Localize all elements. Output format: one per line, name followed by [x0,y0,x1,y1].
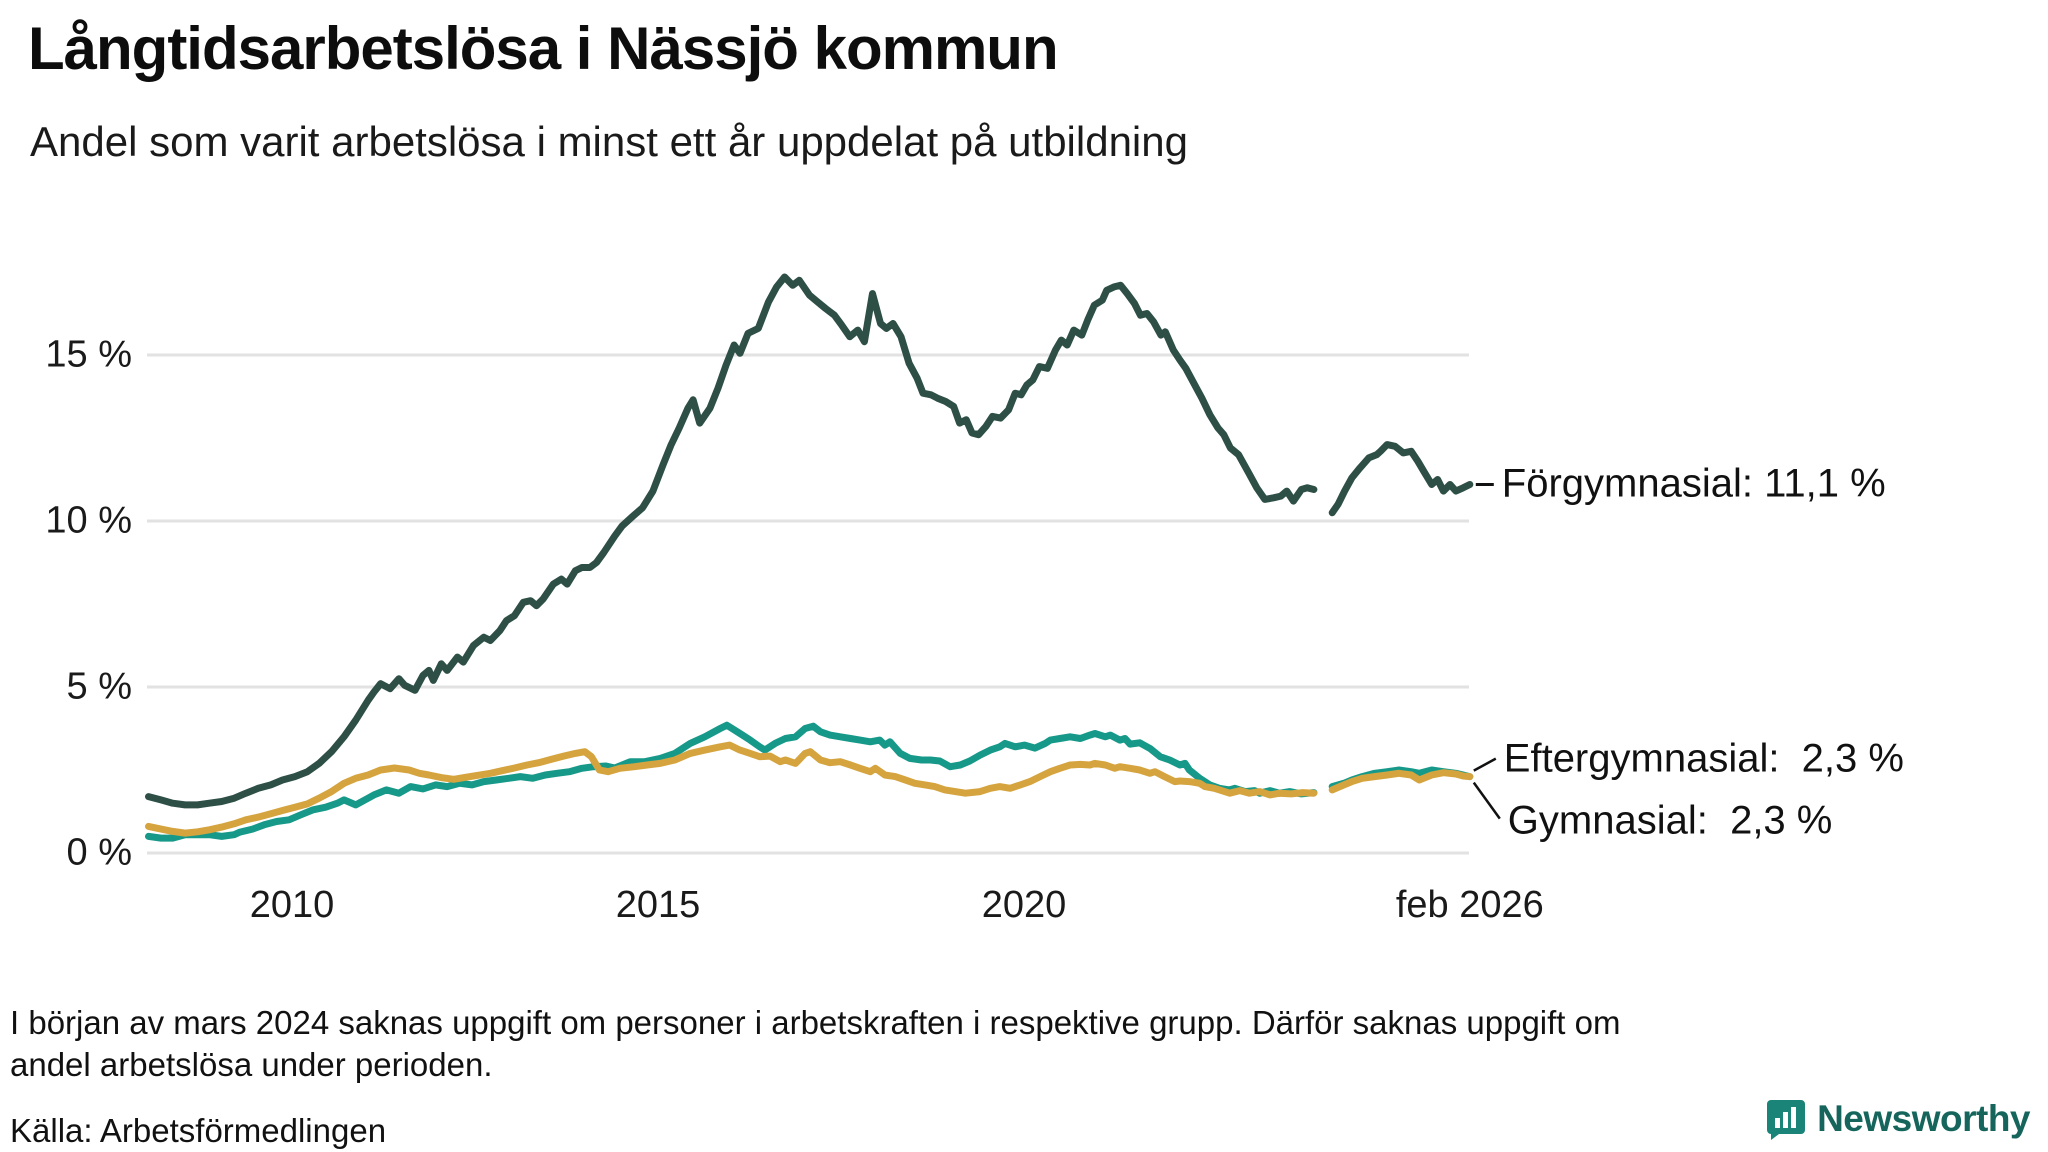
y-axis-label-10: 10 % [45,499,132,542]
y-axis-label-15: 15 % [45,333,132,376]
footnote-line: I början av mars 2024 saknas uppgift om … [10,1004,1621,1041]
page-subtitle: Andel som varit arbetslösa i minst ett å… [30,118,1188,165]
newsworthy-logo: Newsworthy [1765,1098,2030,1140]
label-eftergymnasial: Eftergymnasial: 2,3 % [1503,736,1904,781]
line-eftergymnasial [145,721,1318,842]
line-forgymnasial [1328,441,1474,517]
newsworthy-logo-text: Newsworthy [1817,1098,2030,1139]
x-axis-label-2020: 2020 [981,884,1067,926]
y-axis-label-5: 5 % [66,665,132,708]
line-forgymnasial [145,273,1318,809]
label-gymnasial: Gymnasial: 2,3 % [1507,798,1833,843]
line-gymnasial [145,741,1318,837]
connector-eftergymnasial [1473,757,1497,772]
newsworthy-logo-icon [1767,1100,1806,1140]
x-axis-label-feb-2026: feb 2026 [1395,884,1544,926]
footnote-line: andel arbetslösa under perioden. [10,1046,493,1084]
y-axis-label-0: 0 % [66,831,132,874]
x-axis-label-2015: 2015 [615,884,701,926]
footnote: I början av mars 2024 saknas uppgift om … [10,1002,1621,1086]
page-title: Långtidsarbetslösa i Nässjö kommun [28,15,1059,82]
connector-gymnasial [1472,781,1501,820]
x-axis-label-2010: 2010 [249,884,335,926]
line-gymnasial [1328,769,1474,794]
source-note: Källa: Arbetsförmedlingen [10,1112,387,1149]
label-forgymnasial: Förgymnasial: 11,1 % [1501,461,1886,506]
